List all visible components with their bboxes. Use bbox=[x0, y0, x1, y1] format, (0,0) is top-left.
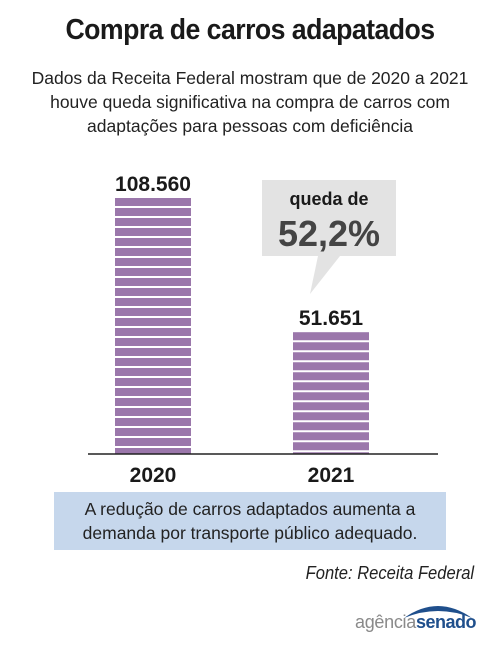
chart-title: Compra de carros adapatados bbox=[65, 14, 435, 46]
value-label-2021: 51.651 bbox=[299, 307, 364, 330]
callout-shape bbox=[262, 180, 396, 294]
bar-chart: 108.560 2020 51.651 2021 queda de 52,2% bbox=[88, 173, 438, 487]
callout-line1: queda de bbox=[289, 189, 368, 209]
category-label-2021: 2021 bbox=[308, 464, 355, 487]
note-box: A redução de carros adaptados aumenta a … bbox=[54, 492, 446, 550]
chart-subtitle: Dados da Receita Federal mostram que de … bbox=[31, 68, 469, 136]
bars-group bbox=[115, 198, 369, 454]
logo-text-agencia: agência bbox=[355, 612, 416, 632]
source-text: Fonte: Receita Federal bbox=[305, 563, 474, 583]
logo-text: agênciasenado bbox=[355, 612, 476, 633]
logo-text-senado: senado bbox=[415, 612, 477, 632]
category-label-2020: 2020 bbox=[130, 464, 177, 487]
agencia-senado-logo: agênciasenado bbox=[296, 600, 477, 636]
logo-arc-icon bbox=[404, 606, 472, 618]
bar-2021 bbox=[293, 332, 369, 454]
callout-bubble: queda de 52,2% bbox=[262, 180, 396, 294]
callout-line2: 52,2% bbox=[278, 213, 380, 254]
value-label-2020: 108.560 bbox=[115, 173, 191, 196]
